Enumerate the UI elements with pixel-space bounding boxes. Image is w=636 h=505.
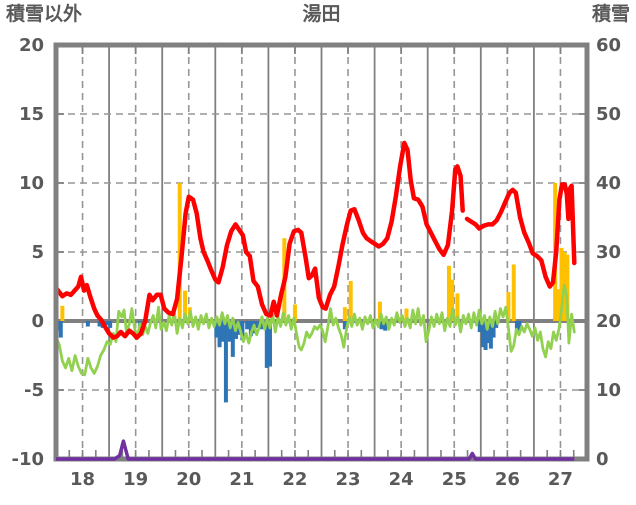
blue-bars-bar [223,321,228,403]
x-axis-tick-label: 23 [336,469,361,490]
blue-bars-bar [514,321,519,334]
orange-bars-bar [455,293,460,321]
x-axis-tick-label: 26 [495,469,520,490]
blue-bars-bar [108,321,113,328]
blue-bars-bar [342,321,347,330]
blue-bars-bar [214,321,219,338]
left-axis-title: 積雪以外 [6,3,83,25]
blue-bars-bar [256,321,261,328]
right-axis-tick-label: 30 [596,242,621,263]
blue-bars-bar [245,321,250,330]
orange-bars-bar [565,254,570,321]
red-line-series [53,140,577,340]
x-axis-tick-label: 22 [282,469,307,490]
blue-bars-bar [483,321,488,350]
x-axis-tick-label: 19 [123,469,148,490]
blue-bars-bar [517,321,522,331]
x-axis-tick-label: 21 [229,469,254,490]
chart-title: 湯田 [302,3,341,25]
x-axis-tick-label: 20 [176,469,201,490]
right-axis-title: 積雪 [591,3,630,25]
orange-bars-bar [559,247,564,321]
blue-bars-bar [240,321,245,341]
blue-bars-bar [264,321,269,368]
right-axis-tick-label: 50 [596,104,621,125]
blue-bars-bar [486,321,491,344]
right-axis-tick-label: 0 [596,449,609,470]
blue-bars-bar [379,321,384,330]
orange-bars-bar [450,279,455,321]
blue-bars-bar [480,321,485,348]
right-axis-tick-label: 10 [596,380,621,401]
orange-bars-bar [511,264,516,321]
blue-bars-bar [267,321,272,367]
blue-bars-bar [477,321,482,333]
x-axis-tick-label: 24 [389,469,414,490]
left-axis-tick-label: 0 [31,311,44,332]
blue-bars-bar [217,321,222,348]
right-axis-tick-label: 40 [596,173,621,194]
blue-bars-bar [97,321,102,327]
blue-bars-bar [383,321,388,331]
left-axis-tick-label: 5 [31,242,44,263]
orange-bars-bar [556,289,561,321]
blue-bars-bar [58,321,63,338]
x-axis-tick-label: 25 [442,469,467,490]
right-axis-tick-label: 20 [596,311,621,332]
orange-bars-bar [506,292,511,321]
blue-bars-bar [488,321,493,349]
blue-bars-bar [85,321,90,327]
blue-bars-bar [260,321,265,330]
left-axis-tick-label: 20 [19,35,44,56]
blue-bars-bar [227,321,232,342]
orange-bars-bar [377,301,382,321]
left-axis-tick-label: -10 [11,449,44,470]
left-axis-tick-label: 10 [19,173,44,194]
orange-bars-bar [348,280,353,321]
orange-bars-bar [446,265,451,321]
blue-bars-bar [491,321,496,338]
purple-line-series [56,439,575,461]
green-line-series [54,283,576,377]
right-axis-tick-label: 60 [596,35,621,56]
orange-bars-bar [292,304,297,321]
x-axis-tick-label: 18 [70,469,95,490]
blue-bars-bar [230,321,235,357]
blue-bars-bar [220,321,225,342]
orange-bars-bar [183,290,188,321]
orange-bars-bar [342,307,347,321]
blue-bars-bar [248,321,253,337]
left-axis-tick-label: -5 [24,380,44,401]
orange-bars-bar [60,305,65,321]
left-axis-tick-label: 15 [19,104,44,125]
blue-bars-bar [104,321,109,326]
orange-bars-bar [404,308,409,321]
blue-bars-bar [494,321,499,328]
x-axis-tick-label: 27 [548,469,573,490]
